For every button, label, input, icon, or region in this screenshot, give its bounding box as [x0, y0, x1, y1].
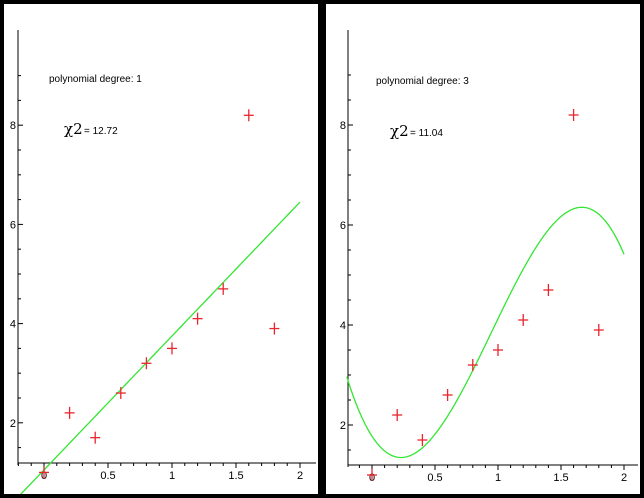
data-point: [39, 466, 49, 479]
x-tick-label: 1: [495, 472, 501, 484]
data-point: [367, 469, 377, 481]
x-tick-label: 1: [169, 470, 175, 482]
data-point: [90, 431, 101, 444]
y-tick-label: 4: [340, 320, 346, 332]
data-point: [218, 282, 229, 295]
chi-square-symbol: χ2: [64, 120, 83, 138]
data-point: [442, 389, 453, 401]
x-tick-label: 2: [297, 470, 303, 482]
fit-curve: [20, 201, 301, 494]
x-tick-label: 1.5: [553, 472, 568, 484]
data-point: [518, 314, 529, 326]
y-tick-label: 4: [10, 319, 16, 331]
y-tick-label: 2: [340, 420, 346, 432]
y-tick-label: 6: [10, 219, 16, 231]
y-tick-label: 6: [340, 220, 346, 232]
data-point: [115, 387, 126, 400]
data-point: [392, 409, 403, 421]
y-tick-label: 8: [10, 120, 16, 132]
data-point: [493, 344, 503, 356]
y-tick-label: 8: [340, 120, 346, 132]
x-tick-label: 0.5: [427, 472, 442, 484]
data-point: [192, 312, 203, 325]
chi-square-value: = 11.04: [410, 128, 443, 139]
data-point: [417, 434, 428, 446]
x-tick-label: 0.5: [100, 470, 115, 482]
chi-square-value: = 12.72: [84, 126, 118, 137]
data-point: [568, 109, 579, 121]
x-tick-label: 1.5: [228, 470, 243, 482]
degree-annotation: polynomial degree: 1: [49, 74, 142, 85]
chi-square-symbol: χ2: [390, 122, 409, 140]
y-tick-label: 2: [10, 418, 16, 430]
degree-annotation: polynomial degree: 3: [376, 76, 469, 87]
data-point: [64, 406, 75, 419]
data-point: [593, 324, 604, 336]
x-tick-label: 2: [621, 472, 627, 484]
data-point: [269, 322, 280, 335]
data-point: [543, 284, 554, 296]
data-point: [467, 359, 478, 371]
data-point: [243, 109, 254, 122]
data-point: [167, 342, 177, 355]
data-point: [141, 357, 152, 370]
fit-curve: [346, 206, 625, 459]
